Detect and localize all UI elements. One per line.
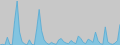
chart-container bbox=[0, 0, 120, 45]
area-line bbox=[0, 1, 120, 45]
plot-area bbox=[0, 1, 120, 45]
chart-svg bbox=[0, 0, 120, 45]
area-fill bbox=[0, 1, 120, 45]
